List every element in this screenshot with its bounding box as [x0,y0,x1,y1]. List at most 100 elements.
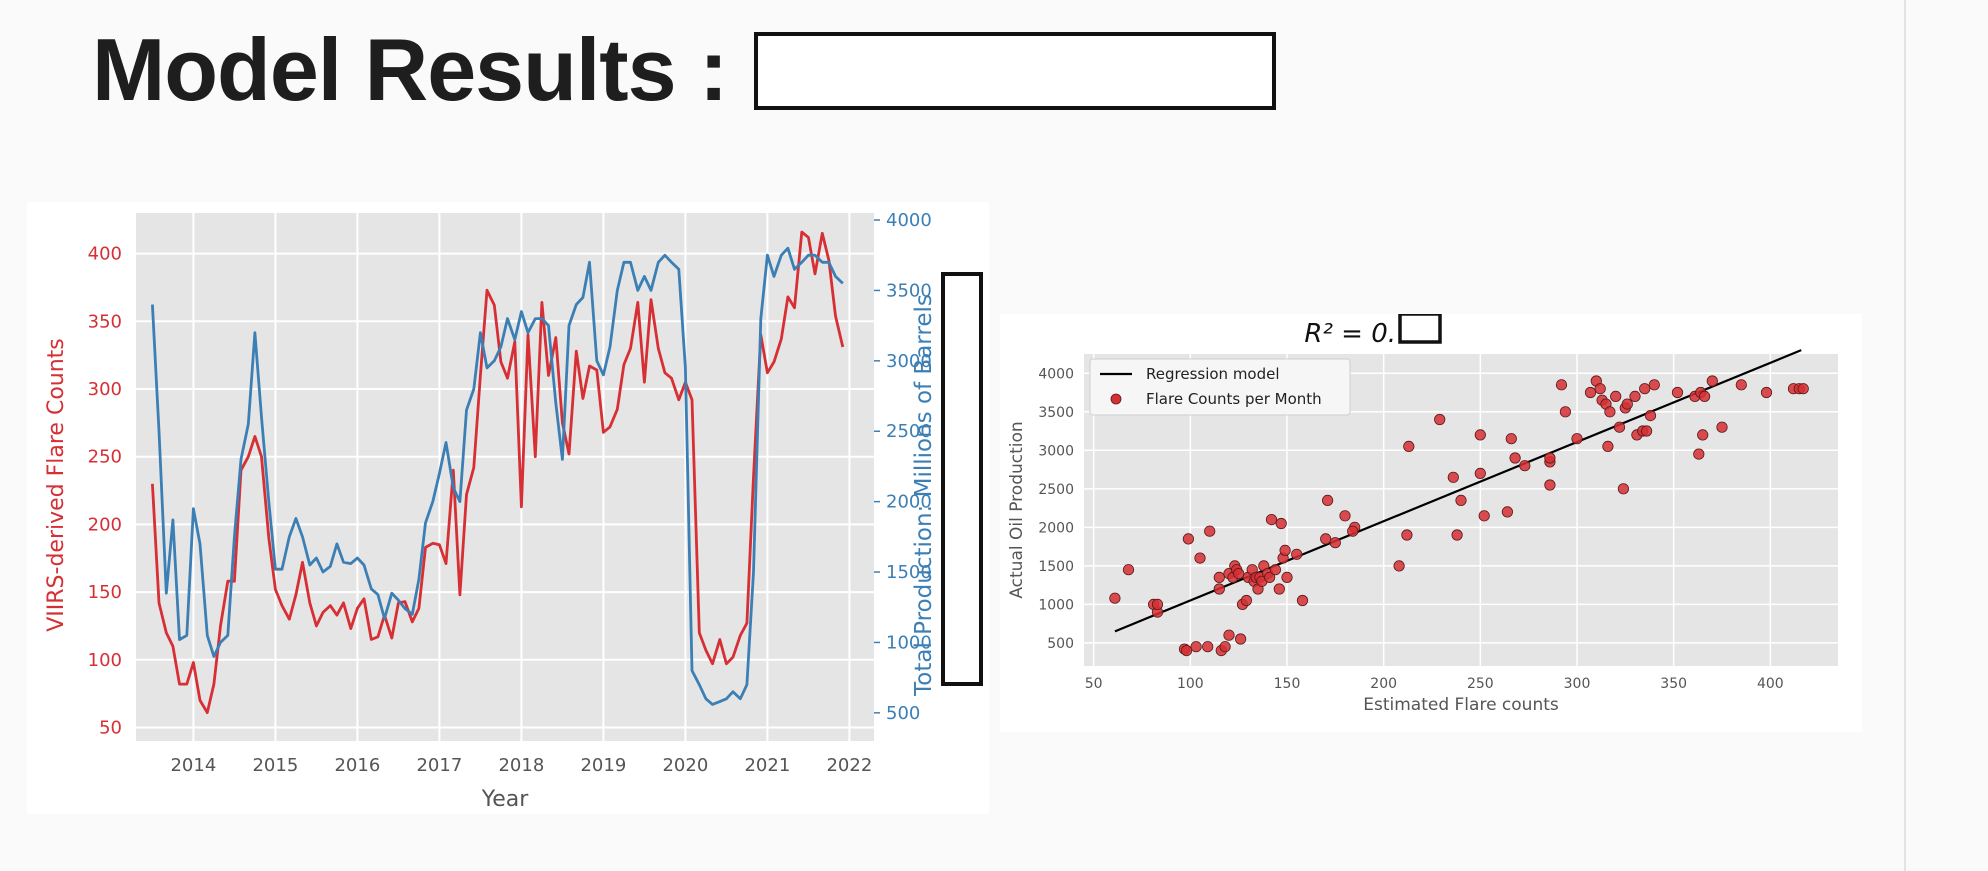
y-tick-label: 3500 [1038,405,1074,421]
scatter-point [1519,460,1531,472]
scatter-point [1291,548,1303,560]
y-tick-label: 1000 [1038,597,1074,613]
x-tick-label: 2022 [826,755,872,776]
scatter-point [1213,571,1225,583]
scatter-point [1584,386,1597,399]
scatter-point [1571,433,1583,445]
x-tick-label: 2020 [662,755,708,776]
scatter-point [1321,494,1334,506]
y-tick-label: 300 [88,379,122,400]
scatter-point [1604,406,1616,418]
scatter-point [1447,471,1459,483]
scatter-point [1434,413,1446,426]
regression-line [1114,349,1802,633]
plot-area [136,213,874,741]
redaction-box-axis [941,272,983,686]
x-tick-label: 2014 [170,755,216,776]
legend-point-swatch [1110,393,1122,405]
scatter-point [1760,386,1773,399]
scatter-point [1474,429,1486,441]
scatter-point [1735,379,1747,391]
x-tick-label: 2015 [252,755,298,776]
scatter-point [1347,525,1359,537]
x-tick-label: 2018 [498,755,544,776]
scatter-point [1613,421,1626,433]
scatter-point [1544,479,1556,491]
scatter-point [1109,592,1121,604]
scatter-point [1451,529,1463,541]
time-series-chart: 2014 2015 2016 2017 2018 2019 2020 2021 2022 50 10… [44,210,983,812]
x-tick-label: 100 [1177,676,1204,692]
y2-tick-label: 3000 [886,351,932,372]
x-tick-label: 400 [1757,676,1784,692]
scatter-point [1706,375,1718,387]
scatter-point [1296,594,1309,607]
y2-tick-label: 2000 [886,492,932,513]
scatter-point [1617,483,1630,495]
flare-count-series-line [151,230,845,715]
scatter-point [1320,533,1332,545]
y-tick-label: 500 [1047,636,1074,652]
x-tick-label: 2016 [334,755,380,776]
scatter-point [1671,386,1684,399]
scatter-point [1621,398,1633,410]
scatter-point [1265,514,1278,526]
y-tick-label: 100 [88,650,122,671]
redaction-box-title [754,32,1276,110]
scatter-point [1648,379,1660,391]
y-tick-label: 250 [88,447,122,468]
legend-label-points: Flare Counts per Month [1146,390,1322,408]
scatter-point [1151,598,1164,610]
y-tick-label: 2000 [1038,520,1074,536]
y2-tick-label: 500 [886,703,920,724]
x-tick-label: 350 [1660,676,1687,692]
scatter-point [1797,383,1809,395]
scatter-point [1698,390,1711,403]
scatter-point [1478,510,1490,522]
x-tick-label: 250 [1467,676,1494,692]
scatter-point [1594,383,1606,395]
x-tick-label: 2019 [580,755,626,776]
y-tick-label: 200 [88,514,122,535]
x-tick-label: 2017 [416,755,462,776]
scatter-point [1610,390,1622,403]
y-tick-label: 150 [88,582,122,603]
y2-tick-label: 2500 [886,421,932,442]
x-axis-label: Year [481,787,530,812]
scatter-point [1240,594,1252,607]
x-tick-label: 300 [1564,676,1591,692]
y-tick-label: 400 [88,244,122,265]
scatter-point [1602,440,1614,452]
scatter-point [1544,452,1556,464]
production-series-line [151,246,844,706]
scatter-point [1269,564,1281,576]
scatter-point [1202,641,1214,653]
redaction-box-r2 [1398,312,1442,344]
window-edge-divider [1904,0,1906,871]
scatter-point [1501,506,1513,518]
scatter-point [1644,410,1657,422]
x-axis-label: Estimated Flare counts [1363,695,1559,715]
y-axis-label: VIIRS-derived Flare Counts [44,338,69,632]
scatter-point [1401,529,1413,541]
chart-title: R² = 0. [1304,319,1396,349]
scatter-point [1555,379,1568,391]
scatter-point [1275,517,1287,530]
scatter-point [1263,571,1276,583]
y2-axis-label: Total Production: Millions of Barrels [911,294,937,697]
y2-tick-label: 1500 [886,562,932,583]
scatter-point [1204,525,1216,537]
legend-label-regression: Regression model [1146,365,1280,383]
time-series-chart-panel: 2014 2015 2016 2017 2018 2019 2020 2021 2022 50 10… [27,202,989,814]
scatter-point [1693,448,1705,460]
y2-tick-label: 4000 [886,210,932,231]
legend-box [1089,358,1351,416]
scatter-point [1279,544,1291,556]
scatter-point [1455,494,1467,506]
x-tick-label: 50 [1085,676,1103,692]
y-tick-label: 50 [99,717,122,738]
scatter-point [1403,440,1415,452]
scatter-point [1697,429,1709,441]
x-tick-label: 200 [1370,676,1397,692]
scatter-point [1233,568,1245,580]
